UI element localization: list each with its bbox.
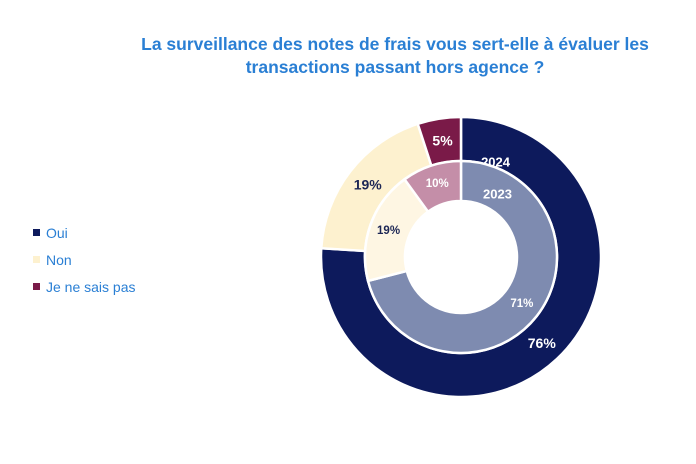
- legend-swatch-oui: [33, 229, 40, 236]
- chart-title-line-1: La surveillance des notes de frais vous …: [141, 34, 649, 54]
- slice-2023-je-ne-sais-pas: [402, 159, 463, 214]
- legend-item-non: Non: [33, 246, 136, 273]
- legend-label-je-ne-sais-pas: Je ne sais pas: [46, 278, 136, 295]
- data-label-2024-non: 19%: [354, 177, 383, 193]
- ring-label-2023: 2023: [483, 186, 512, 201]
- legend-label-non: Non: [46, 251, 72, 268]
- legend-swatch-non: [33, 256, 40, 263]
- chart-title-line-2: transactions passant hors agence ?: [245, 57, 545, 77]
- data-label-2023-oui: 71%: [510, 298, 533, 310]
- data-label-2024-oui: 76%: [528, 335, 557, 351]
- legend-item-oui: Oui: [33, 219, 136, 246]
- data-label-2023-non: 19%: [377, 225, 400, 237]
- slice-2023-oui: [366, 159, 559, 355]
- legend-swatch-je-ne-sais-pas: [33, 283, 40, 290]
- data-label-2023-je-ne-sais-pas: 10%: [426, 178, 449, 190]
- legend-item-je-ne-sais-pas: Je ne sais pas: [33, 273, 136, 300]
- data-label-2024-je-ne-sais-pas: 5%: [432, 132, 453, 148]
- legend: Oui Non Je ne sais pas: [33, 219, 136, 300]
- legend-label-oui: Oui: [46, 224, 68, 241]
- chart-title: La surveillance des notes de frais vous …: [100, 33, 690, 79]
